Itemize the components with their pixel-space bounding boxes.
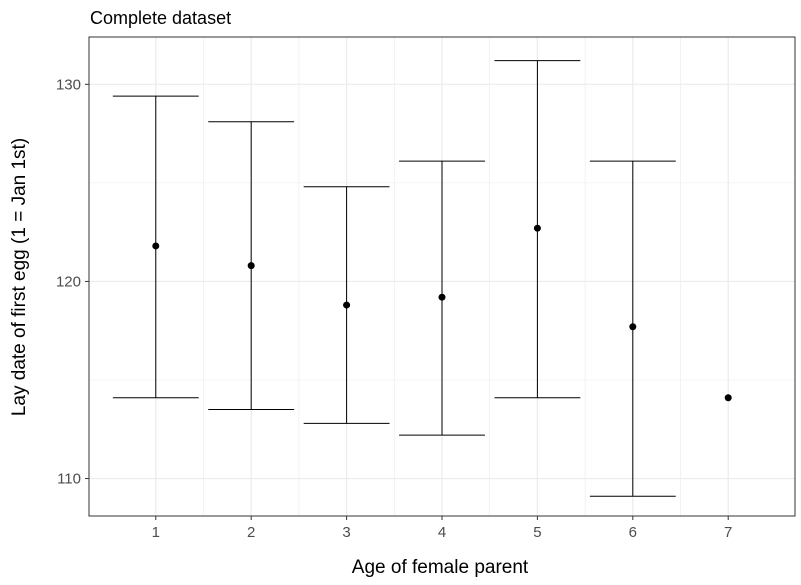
- data-point: [724, 394, 732, 402]
- data-point: [438, 293, 446, 301]
- y-tick-label: 130: [56, 76, 81, 93]
- x-tick-label: 5: [533, 524, 541, 541]
- data-point: [247, 262, 255, 270]
- data-marks: [112, 60, 732, 497]
- x-tick-label: 7: [724, 524, 732, 541]
- data-point: [152, 242, 160, 250]
- y-tick-label: 110: [57, 471, 81, 488]
- data-point: [343, 301, 351, 309]
- y-axis-title: Lay date of first egg (1 = Jan 1st): [9, 138, 30, 416]
- y-axis: 110 120 130: [56, 76, 89, 488]
- x-tick-label: 6: [629, 524, 637, 541]
- x-axis-title: Age of female parent: [352, 557, 529, 578]
- x-tick-label: 2: [247, 524, 255, 541]
- data-point: [533, 224, 541, 232]
- x-axis: 1 2 3 4 5 6 7: [152, 516, 732, 541]
- y-tick-label: 120: [56, 273, 81, 290]
- chart-title: Complete dataset: [90, 8, 231, 28]
- x-tick-label: 1: [152, 524, 160, 541]
- x-tick-label: 3: [342, 524, 350, 541]
- x-tick-label: 4: [438, 524, 446, 541]
- data-point: [629, 323, 637, 331]
